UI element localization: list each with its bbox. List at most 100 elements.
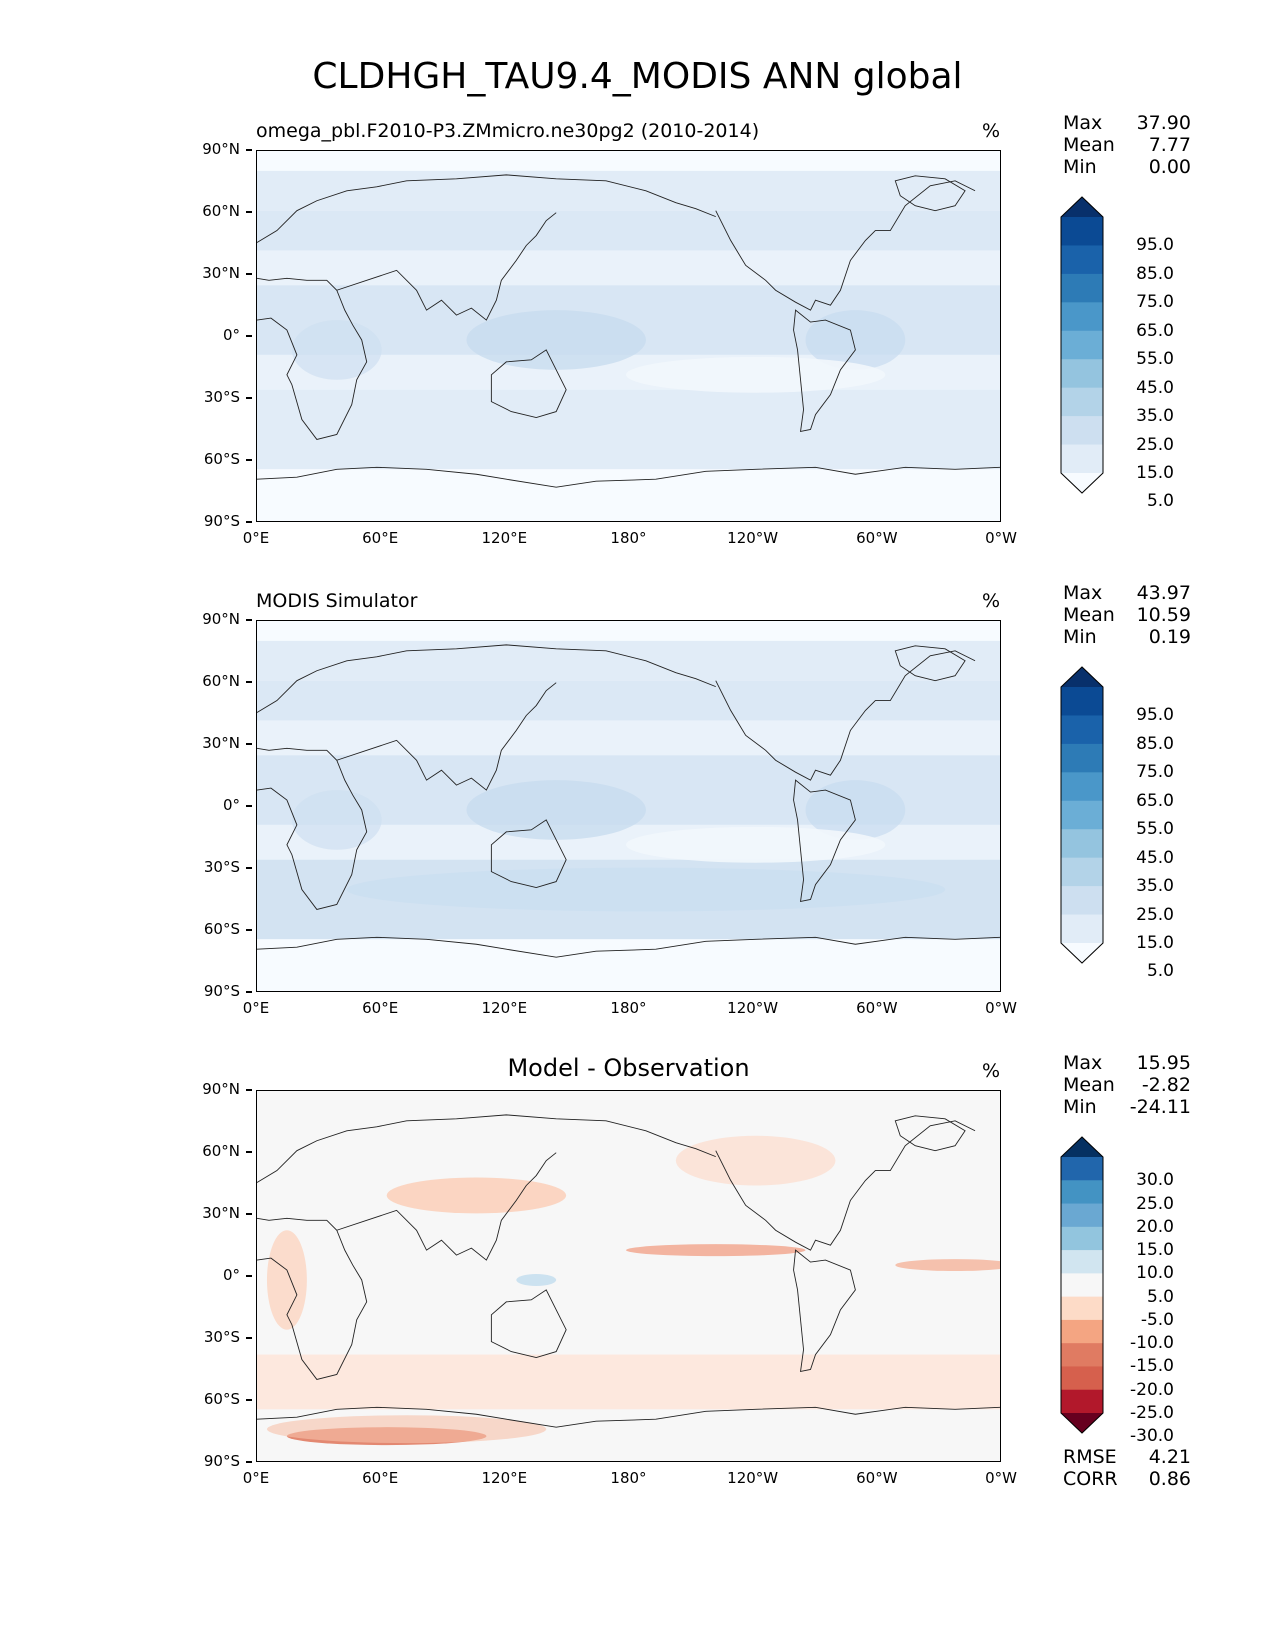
colorbar-tick-label: 55.0: [1136, 819, 1174, 840]
lat-tick-label: 30°N: [190, 734, 252, 752]
colorbar-segment: [1061, 302, 1103, 332]
colorbar-segment: [1061, 1157, 1103, 1181]
metric-rmse: RMSE 4.21: [1063, 1446, 1191, 1468]
colorbar-tick-label: 45.0: [1136, 847, 1174, 868]
lat-tick-label: 0°: [190, 796, 252, 814]
colorbar-segment: [1061, 914, 1103, 944]
colorbar-tick-label: -15.0: [1130, 1356, 1174, 1377]
colorbar: 30.0 25.0 20.0 15.0 10.0 5.0 -5.0 -10.0 -15.0 -20…: [1060, 1136, 1174, 1446]
lon-tick-label: 60°W: [856, 529, 898, 547]
colorbar-tick-label: 25.0: [1136, 904, 1174, 925]
lat-tick-label: 0°: [190, 1266, 252, 1284]
lat-tick-label: 30°S: [190, 1328, 252, 1346]
lat-tick-label: 90°S: [190, 982, 252, 1000]
colorbar-tick-label: 35.0: [1136, 876, 1174, 897]
colorbar-segment: [1061, 1389, 1103, 1414]
colorbar-segment: [1061, 1250, 1103, 1274]
lon-tick-label: 180°: [610, 1469, 647, 1487]
colorbar-tick-label: 65.0: [1136, 320, 1174, 341]
colorbar-tick-label: 5.0: [1146, 1286, 1174, 1307]
colorbar-segment: [1061, 387, 1103, 417]
panel-observation: MODIS Simulator % Max 43.97 Mean 10.59 Min…: [0, 580, 1275, 1050]
lat-tick-label: 90°S: [190, 512, 252, 530]
colorbar-extend-min: [1061, 1413, 1103, 1433]
lon-tick-label: 60°E: [362, 529, 399, 547]
colorbar-segment: [1061, 245, 1103, 275]
colorbar-tick-label: -20.0: [1130, 1379, 1174, 1400]
colorbar-tick-label: 75.0: [1136, 762, 1174, 783]
colorbar: 95.0 85.0 75.0 65.0 55.0 45.0 35.0 25.0 15.0 5.0: [1060, 196, 1174, 511]
colorbar-svg: [1060, 1136, 1104, 1434]
lat-tick-label: 90°S: [190, 1452, 252, 1470]
colorbar-segment: [1061, 800, 1103, 830]
colorbar-tick-label: 15.0: [1136, 463, 1174, 483]
colorbar-segment: [1061, 857, 1103, 887]
lat-tick-label: 30°N: [190, 1204, 252, 1222]
lat-tick-label: 0°: [190, 326, 252, 344]
lon-tick-label: 120°W: [727, 1469, 779, 1487]
colorbar-tick-label: -30.0: [1130, 1426, 1174, 1447]
colorbar-segment: [1061, 359, 1103, 389]
colorbar-tick-label: 5.0: [1146, 961, 1174, 982]
colorbar-tick-label: 35.0: [1136, 406, 1174, 427]
units-label: %: [982, 590, 1001, 612]
colorbar-tick-label: -10.0: [1130, 1333, 1174, 1354]
lon-tick-label: 120°E: [481, 529, 528, 547]
colorbar-tick-label: -5.0: [1140, 1309, 1174, 1330]
lon-tick-label: 120°W: [727, 999, 779, 1017]
lon-tick-label: 60°W: [856, 1469, 898, 1487]
stat-mean: Mean 10.59: [1063, 604, 1191, 626]
colorbar-tick-label: 5.0: [1146, 491, 1174, 512]
colorbar-segment: [1061, 1366, 1103, 1391]
colorbar-tick-label: 45.0: [1136, 377, 1174, 398]
lat-tick-label: 30°S: [190, 858, 252, 876]
colorbar-tick-label: 75.0: [1136, 292, 1174, 313]
panel-label: Model - Observation: [507, 1054, 750, 1082]
lon-tick-label: 60°E: [362, 999, 399, 1017]
stat-max: Max 15.95: [1063, 1052, 1191, 1074]
colorbar-tick-label: 15.0: [1136, 1240, 1174, 1261]
colorbar-extend-min: [1061, 943, 1103, 963]
stats-block: Max 15.95 Mean -2.82 Min -24.11: [1063, 1052, 1191, 1118]
colorbar-tick-label: 95.0: [1136, 235, 1174, 256]
lat-tick-label: 60°N: [190, 672, 252, 690]
colorbar-segment: [1061, 1343, 1103, 1367]
lon-tick-label: 180°: [610, 999, 647, 1017]
stat-mean: Mean 7.77: [1063, 134, 1191, 156]
lat-tick-label: 90°N: [190, 140, 252, 158]
metrics-block: RMSE 4.21 CORR 0.86: [1063, 1446, 1191, 1490]
colorbar-tick-label: 25.0: [1136, 434, 1174, 455]
colorbar-segment: [1061, 330, 1103, 360]
colorbar-segment: [1061, 886, 1103, 916]
panel-label: MODIS Simulator: [256, 590, 418, 612]
colorbar-segment: [1061, 444, 1103, 474]
colorbar-tick-label: 65.0: [1136, 790, 1174, 811]
colorbar-segment: [1061, 1180, 1103, 1205]
colorbar: 95.0 85.0 75.0 65.0 55.0 45.0 35.0 25.0 15.0 5.0: [1060, 666, 1174, 981]
lon-tick-label: 180°: [610, 529, 647, 547]
colorbar-svg: [1060, 666, 1104, 964]
stats-block: Max 37.90 Mean 7.77 Min 0.00: [1063, 112, 1191, 178]
stat-max: Max 43.97: [1063, 582, 1191, 604]
colorbar-tick-label: 55.0: [1136, 349, 1174, 370]
colorbar-segment: [1061, 1203, 1103, 1228]
colorbar-svg: [1060, 196, 1104, 494]
colorbar-extend-max: [1061, 1137, 1103, 1157]
lon-tick-label: 120°E: [481, 1469, 528, 1487]
colorbar-tick-label: 85.0: [1136, 263, 1174, 284]
colorbar-segment: [1061, 1319, 1103, 1344]
colorbar-segment: [1061, 1273, 1103, 1298]
lat-tick-label: 60°N: [190, 202, 252, 220]
lat-tick-label: 60°S: [190, 920, 252, 938]
colorbar-tick-label: 85.0: [1136, 733, 1174, 754]
figure-title: CLDHGH_TAU9.4_MODIS ANN global: [312, 56, 963, 97]
lon-tick-label: 120°E: [481, 999, 528, 1017]
units-label: %: [982, 1060, 1001, 1082]
stat-max: Max 37.90: [1063, 112, 1191, 134]
colorbar-tick-label: 30.0: [1136, 1170, 1174, 1191]
colorbar-extend-max: [1061, 197, 1103, 217]
lat-tick-label: 60°S: [190, 450, 252, 468]
colorbar-extend-min: [1061, 473, 1103, 493]
colorbar-segment: [1061, 273, 1103, 303]
lon-tick-label: 0°W: [985, 529, 1017, 547]
